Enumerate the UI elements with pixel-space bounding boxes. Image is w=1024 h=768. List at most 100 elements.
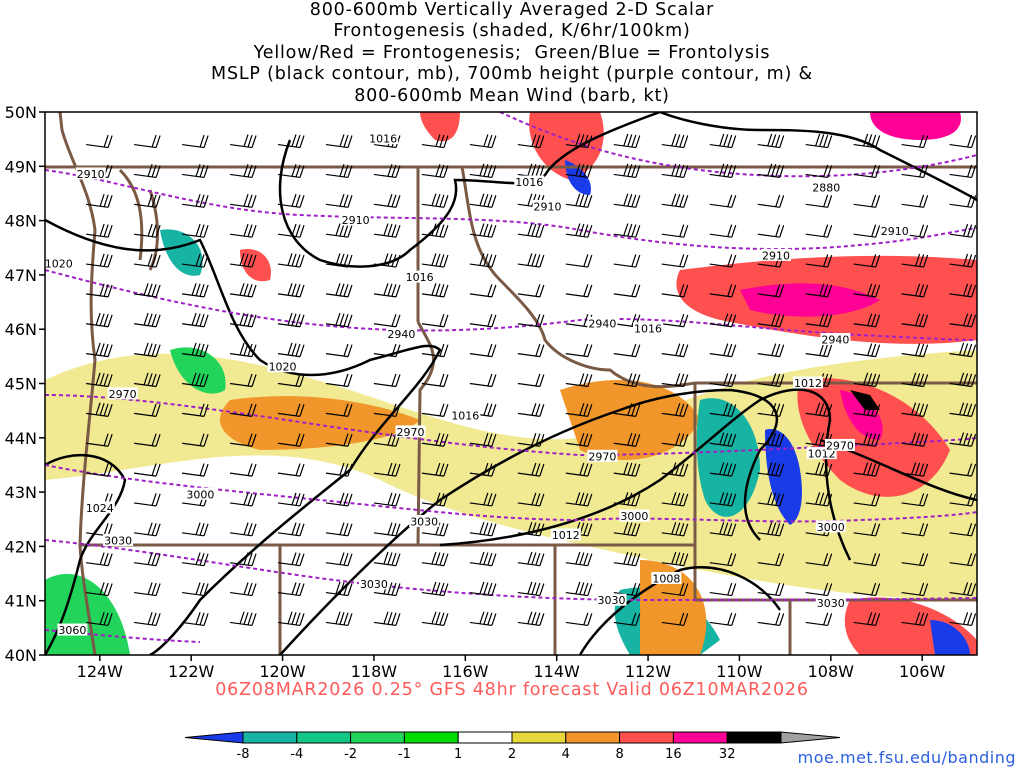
lon-label: 106W bbox=[899, 662, 946, 681]
wind-barb bbox=[613, 163, 641, 179]
mslp-label: 1008 bbox=[652, 572, 680, 585]
wind-barb bbox=[421, 253, 449, 268]
wind-barb bbox=[805, 133, 833, 149]
wind-barb bbox=[229, 433, 257, 447]
wind-barb bbox=[661, 343, 689, 358]
colorbar-label: 8 bbox=[615, 747, 623, 762]
height-label-bg bbox=[185, 487, 216, 500]
wind-barb bbox=[709, 224, 737, 238]
height-label-bg bbox=[879, 224, 910, 237]
wind-barb bbox=[421, 611, 449, 627]
wind-barb bbox=[134, 283, 161, 298]
height-label: 2910 bbox=[881, 225, 909, 238]
mslp-label: 1020 bbox=[269, 361, 297, 374]
wind-barb bbox=[181, 552, 209, 567]
shade-orange-band-mid bbox=[560, 380, 700, 460]
wind-barb bbox=[709, 612, 737, 627]
wind-barb bbox=[373, 611, 401, 627]
wind-barb bbox=[373, 164, 401, 179]
wind-barb bbox=[757, 403, 785, 417]
title-block: 800-600mb Vertically Averaged 2-D Scalar… bbox=[0, 0, 1024, 107]
wind-barb bbox=[901, 493, 929, 507]
lat-label: 44N bbox=[5, 429, 37, 448]
wind-barb bbox=[469, 551, 497, 567]
wind-barb bbox=[805, 402, 833, 417]
wind-barb bbox=[661, 403, 689, 417]
wind-barb bbox=[229, 611, 257, 627]
height-label-bg bbox=[811, 181, 842, 194]
wind-barb bbox=[757, 462, 785, 477]
height-label: 2940 bbox=[387, 328, 415, 341]
mslp-label-bg bbox=[450, 409, 481, 422]
wind-barb bbox=[277, 522, 305, 537]
id-mt-border bbox=[460, 166, 696, 389]
wind-barb bbox=[229, 134, 257, 149]
wind-barb bbox=[853, 254, 881, 268]
wind-barb bbox=[86, 312, 113, 328]
wind-barb bbox=[421, 432, 449, 447]
height-label-bg bbox=[103, 533, 134, 546]
shade-red-wa bbox=[240, 249, 271, 282]
wind-barb bbox=[949, 432, 977, 447]
colorbar-segment bbox=[511, 731, 567, 744]
wind-barb bbox=[517, 134, 545, 149]
wind-barb bbox=[181, 283, 209, 298]
wind-barb bbox=[181, 522, 209, 537]
lat-label: 48N bbox=[5, 212, 37, 231]
wind-barb bbox=[229, 164, 257, 179]
mslp-label: 1016 bbox=[515, 176, 543, 189]
mslp-label-bg bbox=[45, 257, 74, 270]
wind-barb bbox=[134, 342, 161, 358]
wind-barb bbox=[805, 283, 833, 298]
wind-barb bbox=[757, 343, 785, 358]
wind-barb bbox=[229, 342, 257, 358]
colorbar-label: 32 bbox=[719, 747, 736, 762]
wind-barb bbox=[565, 462, 593, 477]
wind-barb bbox=[613, 193, 641, 208]
wind-barb bbox=[757, 313, 785, 328]
plot-area: 1016 1016 1016 1016 1016 1020 1020 1024 1012 1012… bbox=[45, 112, 977, 655]
wind-barb bbox=[421, 522, 449, 537]
mslp-label-bg bbox=[409, 514, 440, 527]
wind-barb bbox=[709, 462, 737, 477]
wind-barb bbox=[805, 224, 833, 238]
mslp-label-bg bbox=[550, 528, 581, 541]
credit-link[interactable]: moe.met.fsu.edu/banding bbox=[797, 748, 1016, 767]
colorbar-segment bbox=[350, 731, 405, 744]
wind-barb bbox=[517, 611, 545, 627]
wind-barb bbox=[661, 373, 689, 388]
height-label: 3000 bbox=[186, 488, 214, 501]
mslp-label-bg bbox=[404, 270, 435, 283]
height-label: 2970 bbox=[109, 388, 137, 401]
height-label: 2970 bbox=[588, 450, 616, 463]
lat-label: 41N bbox=[5, 592, 37, 611]
height-label: 2910 bbox=[77, 168, 105, 181]
mslp-label-bg bbox=[514, 175, 545, 188]
wind-barb bbox=[325, 164, 353, 179]
wind-barb bbox=[86, 134, 113, 149]
wind-barb bbox=[757, 432, 785, 447]
colorbar-left-arrow bbox=[184, 731, 244, 744]
wind-barb bbox=[277, 552, 305, 567]
wind-barb bbox=[565, 403, 593, 417]
wind-barb bbox=[373, 314, 401, 328]
wind-barb bbox=[613, 133, 641, 149]
wind-barb bbox=[229, 253, 257, 268]
colorbar-label: -1 bbox=[398, 747, 411, 762]
wind-barb bbox=[325, 492, 353, 507]
shade-red-ne bbox=[529, 112, 604, 180]
wind-barb bbox=[325, 283, 353, 298]
wind-barb bbox=[949, 372, 977, 388]
wind-barb bbox=[805, 343, 833, 358]
wind-barb bbox=[277, 164, 305, 179]
wind-barb bbox=[709, 403, 737, 417]
lat-label: 50N bbox=[5, 103, 37, 122]
wind-barb bbox=[421, 193, 449, 208]
wind-barb bbox=[709, 284, 737, 298]
wind-barb bbox=[949, 194, 977, 208]
colorbar-label: 16 bbox=[665, 747, 682, 762]
wind-barb bbox=[421, 581, 449, 597]
mslp-1020 bbox=[45, 218, 442, 655]
wind-barb bbox=[901, 462, 929, 477]
mslp-label: 1016 bbox=[451, 410, 479, 423]
